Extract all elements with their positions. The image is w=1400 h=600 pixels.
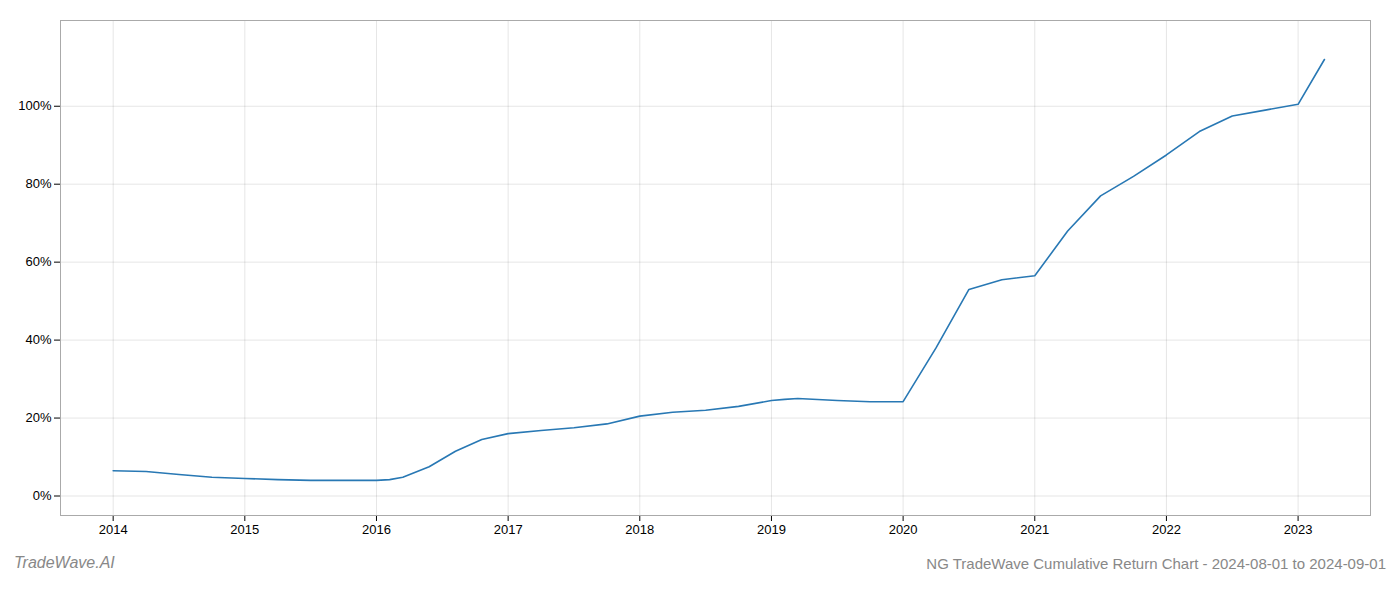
svg-text:2023: 2023 — [1284, 522, 1313, 537]
html-text:NG TradeWave Cumulative Return: NG TradeWave Cumulative Return Chart - 2… — [926, 555, 1386, 572]
svg-text:20%: 20% — [25, 410, 51, 425]
svg-text:80%: 80% — [25, 176, 51, 191]
svg-text:2014: 2014 — [99, 522, 128, 537]
svg-text:2018: 2018 — [625, 522, 654, 537]
svg-text:2020: 2020 — [889, 522, 918, 537]
svg-text:40%: 40% — [25, 332, 51, 347]
svg-text:2022: 2022 — [1152, 522, 1181, 537]
svg-text:2017: 2017 — [494, 522, 523, 537]
svg-text:2015: 2015 — [230, 522, 259, 537]
svg-text:60%: 60% — [25, 254, 51, 269]
svg-text:2016: 2016 — [362, 522, 391, 537]
html-text:TradeWave.AI: TradeWave.AI — [14, 554, 115, 571]
svg-text:0%: 0% — [33, 488, 52, 503]
svg-text:100%: 100% — [18, 98, 52, 113]
svg-text:2019: 2019 — [757, 522, 786, 537]
svg-text:2021: 2021 — [1020, 522, 1049, 537]
